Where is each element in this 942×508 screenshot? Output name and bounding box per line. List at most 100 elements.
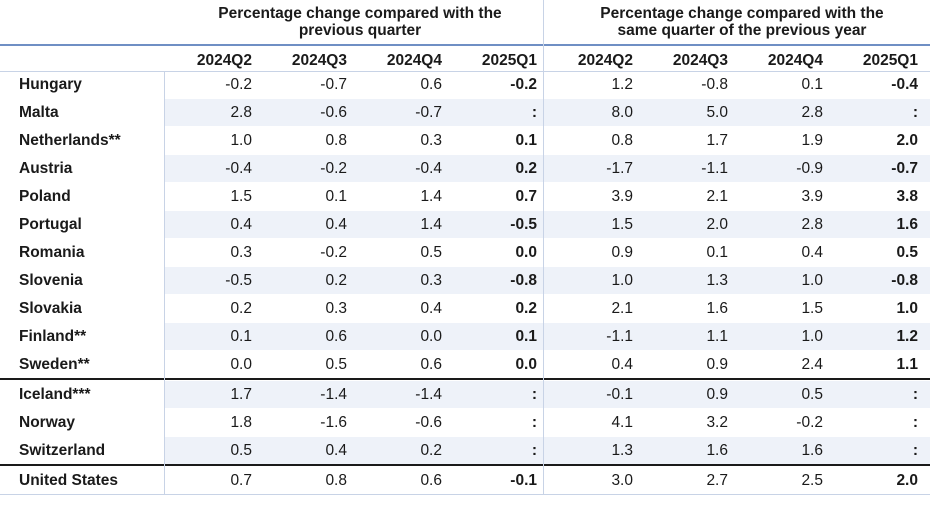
value-cell: 0.0 — [515, 356, 537, 373]
value-cell: : — [531, 386, 537, 403]
table-row: Slovenia -0.5 0.2 0.3 -0.8 1.0 1.3 1.0 -0.8 — [0, 267, 930, 294]
country-name: Austria — [19, 160, 73, 177]
vertical-rule — [543, 0, 544, 494]
value-cell: 1.0 — [230, 132, 252, 149]
table-row: Romania 0.3 -0.2 0.5 0.0 0.9 0.1 0.4 0.5 — [0, 239, 930, 266]
value-cell: 1.1 — [896, 356, 918, 373]
value-cell: -0.4 — [225, 160, 252, 177]
value-cell: 0.4 — [325, 216, 347, 233]
table-row: Austria -0.4 -0.2 -0.4 0.2 -1.7 -1.1 -0.9 -0.7 — [0, 155, 930, 182]
value-cell: 0.8 — [611, 132, 633, 149]
value-cell: 1.0 — [896, 300, 918, 317]
horizontal-rule — [0, 464, 930, 466]
country-name: Netherlands** — [19, 132, 121, 149]
row-stripe — [164, 323, 930, 350]
country-name: Switzerland — [19, 442, 106, 459]
value-cell: 0.7 — [515, 188, 537, 205]
value-cell: 1.7 — [230, 386, 252, 403]
value-cell: 2.7 — [706, 472, 728, 489]
value-cell: 2.1 — [611, 300, 633, 317]
table-row: United States 0.7 0.8 0.6 -0.1 3.0 2.7 2.5 2.0 — [0, 467, 930, 494]
value-cell: 0.0 — [515, 244, 537, 261]
value-cell: 2.4 — [801, 356, 823, 373]
value-cell: -1.4 — [320, 386, 347, 403]
value-cell: 1.1 — [706, 328, 728, 345]
value-cell: 0.4 — [611, 356, 633, 373]
value-cell: 2.5 — [801, 472, 823, 489]
value-cell: 0.4 — [420, 300, 442, 317]
value-cell: 1.6 — [801, 442, 823, 459]
vertical-rule — [164, 71, 165, 494]
value-cell: 0.5 — [801, 386, 823, 403]
value-cell: 1.2 — [611, 76, 633, 93]
value-cell: 0.2 — [420, 442, 442, 459]
value-cell: : — [531, 442, 537, 459]
column-header: 2024Q2 — [196, 52, 252, 69]
value-cell: -0.7 — [415, 104, 442, 121]
table-row: Poland 1.5 0.1 1.4 0.7 3.9 2.1 3.9 3.8 — [0, 183, 930, 210]
value-cell: 2.8 — [801, 216, 823, 233]
value-cell: 0.0 — [420, 328, 442, 345]
value-cell: 0.2 — [515, 300, 537, 317]
value-cell: -0.2 — [796, 414, 823, 431]
horizontal-rule — [0, 71, 930, 72]
value-cell: : — [912, 442, 918, 459]
value-cell: 0.6 — [325, 328, 347, 345]
column-header: 2024Q4 — [386, 52, 442, 69]
value-cell: 3.9 — [611, 188, 633, 205]
table-row: Norway 1.8 -1.6 -0.6: 4.1 3.2 -0.2: — [0, 409, 930, 436]
row-stripe — [164, 381, 930, 408]
value-cell: 1.6 — [706, 300, 728, 317]
row-stripe — [164, 267, 930, 294]
value-cell: 0.4 — [230, 216, 252, 233]
country-name: Finland** — [19, 328, 87, 345]
value-cell: 0.2 — [230, 300, 252, 317]
value-cell: 3.8 — [896, 188, 918, 205]
value-cell: 0.9 — [611, 244, 633, 261]
value-cell: 0.9 — [706, 356, 728, 373]
value-cell: 1.0 — [801, 272, 823, 289]
value-cell: 0.6 — [420, 472, 442, 489]
column-header: 2024Q3 — [672, 52, 728, 69]
value-cell: : — [531, 104, 537, 121]
value-cell: 3.9 — [801, 188, 823, 205]
value-cell: 1.7 — [706, 132, 728, 149]
value-cell: -0.8 — [891, 272, 918, 289]
table-row: Iceland*** 1.7 -1.4 -1.4: -0.1 0.9 0.5: — [0, 381, 930, 408]
value-cell: -1.4 — [415, 386, 442, 403]
value-cell: : — [531, 414, 537, 431]
value-cell: 0.2 — [325, 272, 347, 289]
value-cell: 2.8 — [230, 104, 252, 121]
value-cell: 0.1 — [515, 328, 537, 345]
value-cell: 4.1 — [611, 414, 633, 431]
value-cell: 2.1 — [706, 188, 728, 205]
value-cell: 0.3 — [420, 132, 442, 149]
country-name: Malta — [19, 104, 59, 121]
value-cell: 2.0 — [896, 132, 918, 149]
value-cell: 3.0 — [611, 472, 633, 489]
value-cell: 0.8 — [325, 472, 347, 489]
column-header: 2024Q3 — [291, 52, 347, 69]
value-cell: 1.8 — [230, 414, 252, 431]
value-cell: 0.0 — [230, 356, 252, 373]
country-name: Portugal — [19, 216, 82, 233]
row-stripe — [164, 99, 930, 126]
value-cell: -0.7 — [320, 76, 347, 93]
value-cell: 8.0 — [611, 104, 633, 121]
value-cell: 0.6 — [420, 76, 442, 93]
group-header-same-quarter: Percentage change compared with the same… — [558, 5, 926, 39]
value-cell: -0.2 — [320, 160, 347, 177]
value-cell: 0.6 — [420, 356, 442, 373]
value-cell: 1.3 — [706, 272, 728, 289]
value-cell: -0.6 — [415, 414, 442, 431]
value-cell: 3.2 — [706, 414, 728, 431]
country-name: Poland — [19, 188, 71, 205]
group-header-previous-quarter: Percentage change compared with the prev… — [176, 5, 544, 39]
value-cell: 0.1 — [230, 328, 252, 345]
value-cell: 1.0 — [801, 328, 823, 345]
value-cell: -0.2 — [225, 76, 252, 93]
row-stripe — [164, 437, 930, 464]
value-cell: 0.7 — [230, 472, 252, 489]
value-cell: 1.6 — [706, 442, 728, 459]
